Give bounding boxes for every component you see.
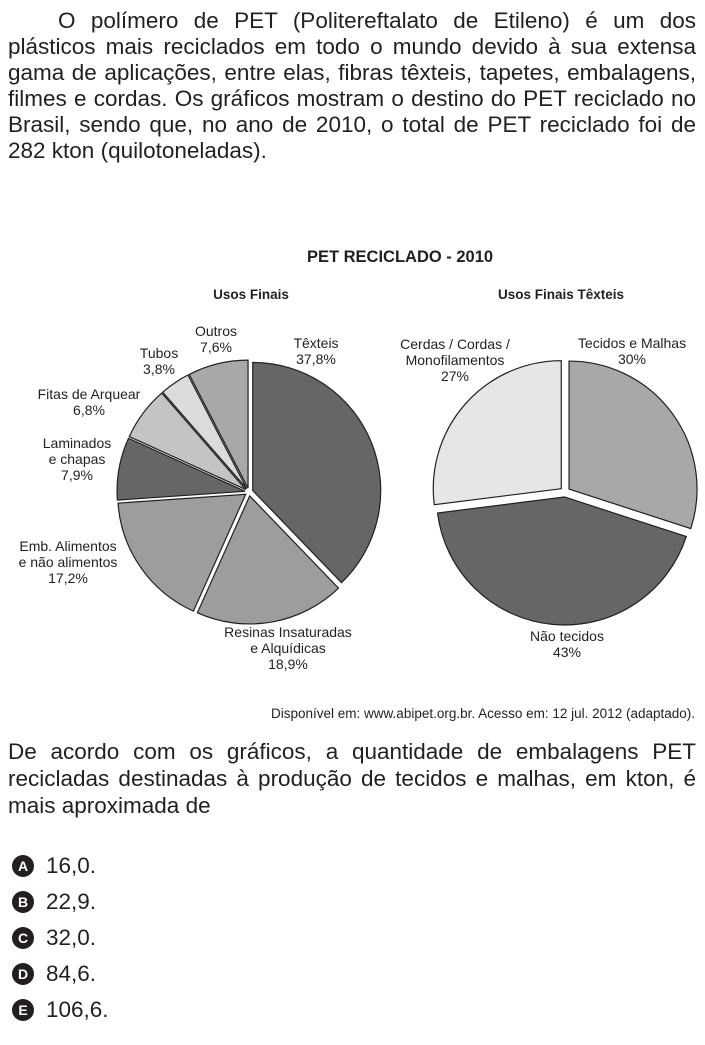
pie-chart-usos-finais: Têxteis 37,8% Resinas Insaturadas e Alquídi…: [19, 323, 382, 672]
pie-2-label-tecidos-e-malhas: Tecidos e Malhas 30%: [578, 335, 686, 367]
pie-2-label-cerdas-cordas-monofilamentos: Cerdas / Cordas / Monofilamentos 27%: [400, 336, 510, 384]
intro-paragraph: O polímero de PET (Politereftalato de Et…: [8, 8, 696, 163]
pie-1-label-texteis: Têxteis 37,8%: [293, 335, 338, 367]
pie-2-label-nao-tecidos: Não tecidos 43%: [530, 628, 604, 660]
chart-1-title: Usos Finais: [213, 287, 289, 302]
pie-1-slice-fitas-de-arquear: [128, 392, 247, 491]
option-d-text: 84,6.: [46, 961, 97, 986]
option-c[interactable]: C 32,0.: [12, 920, 109, 956]
option-e-letter: E: [12, 999, 34, 1021]
pie-1-slice-laminados-e-chapas: [116, 437, 246, 501]
pie-2-slice-nao-tecidos: [436, 496, 688, 626]
pie-2-slice-tecidos-e-malhas: [568, 360, 698, 530]
question-text: De acordo com os gráficos, a quantidade …: [8, 739, 696, 818]
pie-1-slice-emb-alimentos-e-nao-alimentos: [117, 493, 247, 612]
pie-1-label-resinas-insaturadas-e-alquidicas: Resinas Insaturadas e Alquídicas 18,9%: [224, 624, 352, 672]
pie-2-slice-cerdas-cordas-monofilamentos: [432, 360, 562, 506]
pie-charts: PET RECICLADO - 2010 Usos Finais Usos Fi…: [19, 248, 698, 672]
option-c-text: 32,0.: [46, 925, 97, 950]
option-a-letter: A: [12, 855, 34, 877]
option-d[interactable]: D 84,6.: [12, 956, 109, 992]
source-citation: Disponível em: www.abipet.org.br. Acesso…: [271, 706, 695, 721]
option-a[interactable]: A 16,0.: [12, 848, 109, 884]
option-b-letter: B: [12, 891, 34, 913]
pie-1-label-fitas-de-arquear: Fitas de Arquear 6,8%: [38, 386, 141, 418]
pie-1-slice-outros: [188, 359, 249, 489]
pie-1-label-tubos: Tubos 3,8%: [140, 345, 178, 377]
option-e[interactable]: E 106,6.: [12, 992, 109, 1028]
option-d-letter: D: [12, 963, 34, 985]
option-b[interactable]: B 22,9.: [12, 884, 109, 920]
pie-1-label-emb-alimentos-e-nao-alimentos: Emb. Alimentos e não alimentos 17,2%: [19, 538, 118, 586]
figure-title: PET RECICLADO - 2010: [307, 248, 493, 266]
answer-options: A 16,0. B 22,9. C 32,0. D 84,6. E 106,6.: [12, 848, 109, 1028]
pie-1-slice-texteis: [252, 361, 382, 584]
pie-1-slice-tubos: [161, 374, 248, 490]
option-e-text: 106,6.: [46, 997, 109, 1022]
pie-1-label-outros: Outros 7,6%: [195, 323, 237, 355]
pie-1-label-laminados-e-chapas: Laminados e chapas 7,9%: [43, 435, 112, 483]
chart-2-title: Usos Finais Têxteis: [498, 287, 624, 302]
pie-1-slice-resinas-insaturadas-e-alquidicas: [196, 494, 340, 625]
pie-chart-usos-finais-texteis: Tecidos e Malhas 30% Não tecidos 43% Cerdas …: [400, 335, 698, 660]
option-b-text: 22,9.: [46, 889, 97, 914]
option-a-text: 16,0.: [46, 853, 97, 878]
option-c-letter: C: [12, 927, 34, 949]
